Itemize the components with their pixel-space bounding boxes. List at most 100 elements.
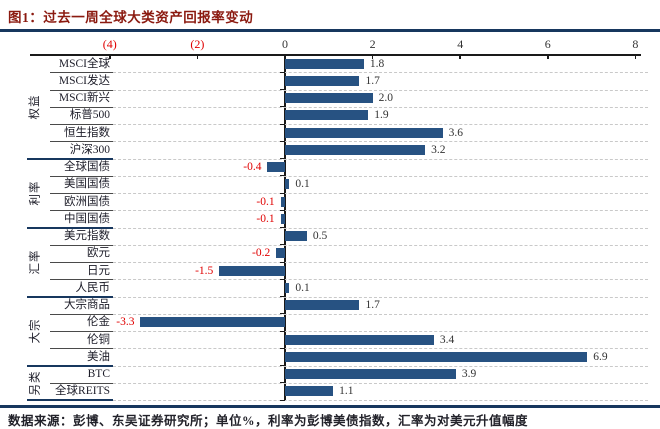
- value-label: 3.2: [431, 143, 446, 156]
- category-tick: [280, 278, 285, 280]
- bar: [285, 386, 334, 397]
- row-gridline: [113, 106, 648, 108]
- group-separator: [27, 226, 113, 229]
- value-label: 1.1: [339, 385, 354, 398]
- group-label: 另类: [29, 370, 41, 396]
- row-gridline: [113, 210, 648, 212]
- value-label: 6.9: [593, 350, 608, 363]
- x-tick-mark: [371, 55, 374, 59]
- category-tick: [280, 244, 285, 246]
- figure-title: 图1：过去一周全球大类资产回报率变动: [8, 10, 254, 25]
- x-tick-label: 4: [457, 37, 464, 51]
- value-label: 0.5: [312, 230, 328, 242]
- label-underline: [50, 141, 113, 143]
- value-label: 3.4: [439, 333, 455, 346]
- row-gridline: [113, 72, 648, 74]
- group-label: 大宗: [29, 318, 41, 344]
- value-label: 2.0: [378, 92, 393, 104]
- category-tick: [280, 158, 285, 159]
- label-underline: [50, 262, 113, 263]
- value-label: -0.1: [256, 195, 275, 208]
- label-underline: [50, 244, 113, 246]
- row-gridline: [113, 227, 648, 229]
- category-label: 伦金: [87, 316, 110, 329]
- label-underline: [50, 382, 113, 384]
- row-gridline: [113, 89, 648, 91]
- value-label: 1.9: [374, 109, 389, 122]
- bar: [285, 351, 588, 362]
- category-label: 中国国债: [64, 212, 110, 225]
- x-tick-mark: [634, 55, 637, 59]
- footer-rule: [0, 405, 660, 408]
- bar: [285, 231, 307, 241]
- bar: [285, 144, 426, 155]
- value-label: -3.3: [116, 316, 135, 329]
- label-underline: [50, 89, 113, 91]
- category-tick: [280, 365, 285, 366]
- value-label: 1.7: [365, 74, 380, 87]
- bar: [219, 265, 285, 276]
- bar: [140, 317, 285, 328]
- row-gridline: [113, 158, 648, 160]
- group-separator: [27, 157, 113, 160]
- group-separator: [27, 295, 113, 298]
- label-underline: [50, 193, 113, 194]
- category-tick: [280, 296, 285, 297]
- category-label: 欧洲国债: [64, 195, 110, 208]
- value-label: 0.1: [295, 178, 310, 191]
- value-label: -0.2: [252, 247, 271, 260]
- bar: [285, 282, 290, 293]
- value-label: -1.5: [195, 264, 214, 277]
- bar: [267, 162, 285, 172]
- value-label: -0.4: [243, 161, 262, 173]
- row-gridline: [113, 382, 648, 384]
- bar: [285, 127, 443, 138]
- bar: [285, 369, 456, 379]
- category-tick: [280, 123, 285, 125]
- category-tick: [280, 330, 285, 332]
- group-label: 权益: [29, 94, 41, 120]
- category-tick: [280, 192, 285, 194]
- category-label: 伦铜: [87, 333, 110, 346]
- bar: [285, 58, 364, 69]
- category-tick: [280, 313, 285, 315]
- group-separator: [27, 399, 113, 401]
- label-underline: [50, 279, 113, 281]
- x-tick-mark: [109, 55, 111, 59]
- value-label: 1.8: [369, 57, 385, 70]
- group-separator: [27, 364, 113, 367]
- row-gridline: [113, 262, 648, 263]
- category-label: 全球国债: [64, 161, 110, 173]
- row-gridline: [113, 296, 648, 298]
- category-tick: [280, 140, 285, 142]
- value-label: -0.1: [256, 212, 275, 225]
- x-axis-line: [30, 54, 641, 56]
- category-tick: [280, 227, 285, 228]
- label-underline: [50, 348, 113, 350]
- label-underline: [50, 313, 113, 315]
- row-gridline: [113, 365, 648, 367]
- bar: [285, 110, 369, 121]
- label-underline: [50, 124, 113, 125]
- category-tick: [280, 89, 285, 90]
- bar: [285, 75, 360, 86]
- group-label: 汇率: [29, 249, 41, 275]
- category-label: MSCI全球: [58, 57, 110, 70]
- category-label: 大宗商品: [64, 299, 110, 311]
- row-gridline: [113, 124, 648, 125]
- x-tick-label: (4): [102, 37, 117, 51]
- category-label: 沪深300: [69, 143, 110, 156]
- category-label: 美油: [87, 350, 110, 363]
- row-gridline: [113, 141, 648, 143]
- category-label: 美元指数: [64, 230, 110, 242]
- value-label: 0.1: [295, 281, 310, 294]
- label-underline: [50, 106, 113, 108]
- value-label: 3.9: [461, 368, 477, 380]
- bar: [280, 213, 285, 224]
- x-tick-label: 8: [632, 37, 639, 51]
- x-tick-mark: [459, 55, 461, 59]
- category-tick: [280, 347, 285, 349]
- category-label: 全球REITS: [55, 385, 110, 398]
- row-gridline: [113, 175, 648, 177]
